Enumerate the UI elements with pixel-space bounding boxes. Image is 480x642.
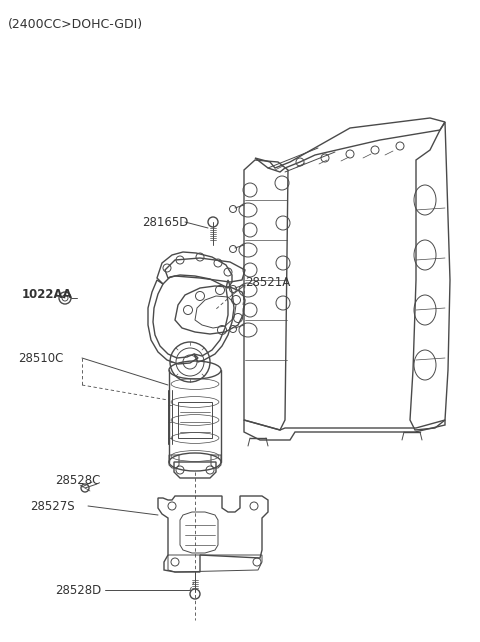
- Text: 28510C: 28510C: [18, 352, 63, 365]
- Text: 28527S: 28527S: [30, 499, 74, 512]
- Text: 28528D: 28528D: [55, 584, 101, 596]
- Text: (2400CC>DOHC-GDI): (2400CC>DOHC-GDI): [8, 18, 143, 31]
- Text: 28528C: 28528C: [55, 474, 100, 487]
- Text: 1022AA: 1022AA: [22, 288, 73, 302]
- Text: 28165D: 28165D: [142, 216, 188, 229]
- Text: 28521A: 28521A: [245, 277, 290, 290]
